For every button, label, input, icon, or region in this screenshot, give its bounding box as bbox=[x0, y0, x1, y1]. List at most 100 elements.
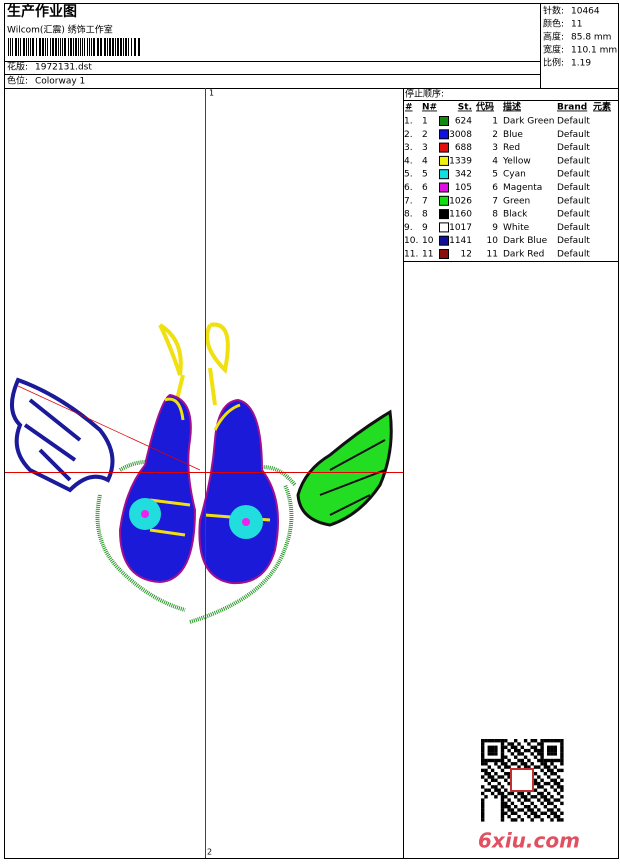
cell: White bbox=[503, 223, 530, 233]
qr-cell bbox=[547, 775, 551, 779]
qr-cell bbox=[540, 791, 544, 796]
qr-cell bbox=[481, 785, 485, 789]
bar bbox=[42, 38, 44, 56]
qr-cell bbox=[481, 811, 485, 815]
qr-cell bbox=[481, 739, 485, 743]
qr-cell bbox=[543, 739, 548, 743]
qr-cell bbox=[517, 758, 521, 763]
qr-cell bbox=[520, 795, 524, 799]
cell: Red bbox=[503, 143, 520, 153]
qr-cell bbox=[537, 781, 541, 786]
qr-cell bbox=[553, 752, 557, 756]
qr-cell bbox=[500, 775, 505, 779]
qr-cell bbox=[500, 818, 505, 822]
qr-cell bbox=[553, 758, 557, 763]
qr-cell bbox=[520, 791, 524, 796]
qr-cell bbox=[560, 811, 564, 815]
bar bbox=[62, 38, 63, 56]
page-border bbox=[4, 3, 619, 859]
loops bbox=[158, 322, 230, 421]
qr-cell bbox=[520, 808, 524, 812]
qr-cell bbox=[556, 785, 561, 789]
flower-center bbox=[141, 510, 149, 518]
bar bbox=[115, 38, 116, 56]
qr-cell bbox=[550, 762, 554, 766]
cell: 1 bbox=[492, 117, 498, 127]
cell: 4. bbox=[404, 156, 413, 166]
qr-cell bbox=[543, 758, 548, 763]
bar bbox=[45, 38, 46, 56]
qr-cell bbox=[484, 795, 488, 799]
qr-cell bbox=[543, 762, 548, 766]
cell: 2. bbox=[404, 130, 413, 140]
qr-cell bbox=[530, 762, 534, 766]
qr-cell bbox=[547, 745, 551, 749]
qr-cell bbox=[481, 814, 485, 819]
right-slipper bbox=[198, 398, 280, 585]
qr-cell bbox=[530, 808, 534, 812]
qr-cell bbox=[553, 739, 557, 743]
bar bbox=[30, 38, 31, 56]
qr-cell bbox=[507, 775, 511, 779]
cell: 1017 bbox=[449, 223, 472, 233]
qr-cell bbox=[484, 739, 488, 743]
cell: 688 bbox=[455, 143, 472, 153]
bar bbox=[82, 38, 83, 56]
qr-cell bbox=[481, 768, 485, 773]
qr-cell bbox=[517, 742, 521, 746]
qr-cell bbox=[543, 805, 548, 809]
qr-cell bbox=[556, 775, 561, 779]
qr-cell bbox=[553, 805, 557, 809]
bar bbox=[36, 38, 37, 56]
color-swatch bbox=[439, 222, 449, 233]
qr-cell bbox=[533, 765, 538, 769]
bar bbox=[70, 38, 72, 56]
qr-cell bbox=[481, 742, 485, 746]
qr-cell bbox=[514, 795, 518, 799]
bar bbox=[8, 38, 9, 56]
qr-cell bbox=[490, 758, 495, 763]
color-swatch bbox=[439, 142, 449, 153]
cell: 1 bbox=[422, 117, 428, 127]
qr-cell bbox=[553, 772, 557, 776]
cell: 9. bbox=[404, 223, 413, 233]
qr-cell bbox=[560, 768, 564, 773]
info-label: 针数: bbox=[543, 5, 564, 17]
qr-cell bbox=[500, 739, 505, 743]
qr-cell bbox=[494, 745, 498, 749]
qr-cell bbox=[484, 778, 488, 782]
cell: 4 bbox=[422, 156, 428, 166]
qr-cell bbox=[510, 791, 515, 796]
qr-cell bbox=[494, 762, 498, 766]
qr-cell bbox=[510, 801, 515, 806]
qr-cell bbox=[527, 814, 531, 819]
flower-center bbox=[242, 518, 250, 526]
qr-cell bbox=[537, 814, 541, 819]
qr-cell bbox=[550, 772, 554, 776]
cell: 10. bbox=[404, 236, 418, 246]
cell: 6. bbox=[404, 183, 413, 193]
qr-cell bbox=[547, 798, 551, 802]
qr-cell bbox=[553, 745, 557, 749]
qr-cell bbox=[540, 748, 544, 753]
qr-cell bbox=[547, 801, 551, 806]
cell: 8. bbox=[404, 210, 413, 220]
cell: 7. bbox=[404, 196, 413, 206]
qr-cell bbox=[540, 755, 544, 759]
cell: 9 bbox=[422, 223, 428, 233]
bar bbox=[23, 38, 25, 56]
qr-cell bbox=[487, 752, 491, 756]
qr-cell bbox=[481, 805, 485, 809]
qr-cell bbox=[484, 788, 488, 792]
cell: 10 bbox=[487, 236, 499, 246]
bar bbox=[87, 38, 88, 56]
qr-cell bbox=[547, 808, 551, 812]
qr-cell bbox=[481, 762, 485, 766]
qr-cell bbox=[497, 775, 501, 779]
qr-code bbox=[481, 739, 564, 822]
cell: 3 bbox=[492, 143, 498, 153]
qr-cell bbox=[556, 818, 561, 822]
qr-cell bbox=[507, 814, 511, 819]
qr-cell bbox=[490, 748, 495, 753]
qr-cell bbox=[504, 778, 508, 782]
